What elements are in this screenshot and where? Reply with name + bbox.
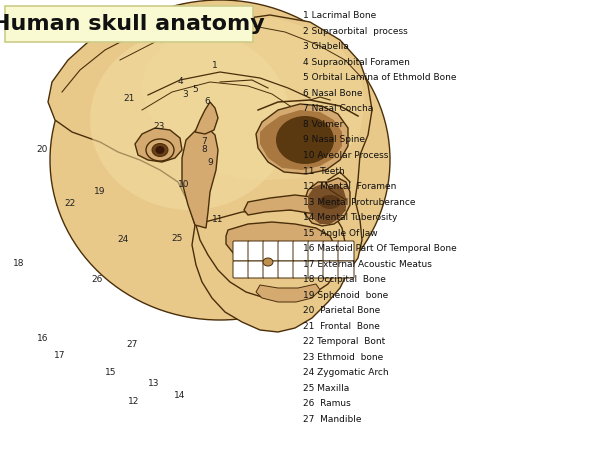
- FancyBboxPatch shape: [278, 261, 294, 278]
- Polygon shape: [256, 104, 348, 174]
- Text: 11  Teeth: 11 Teeth: [303, 166, 345, 176]
- Text: 26  Ramus: 26 Ramus: [303, 400, 351, 409]
- Text: 3: 3: [182, 90, 188, 99]
- Text: 12  Mental  Foramen: 12 Mental Foramen: [303, 182, 397, 191]
- Text: 9: 9: [207, 158, 213, 167]
- Text: 25 Maxilla: 25 Maxilla: [303, 384, 349, 393]
- FancyBboxPatch shape: [293, 241, 309, 261]
- Text: 10 Aveolar Process: 10 Aveolar Process: [303, 151, 388, 160]
- Text: 20  Parietal Bone: 20 Parietal Bone: [303, 306, 380, 315]
- FancyBboxPatch shape: [308, 241, 324, 261]
- Text: 25: 25: [172, 234, 183, 243]
- Text: 19 Sphenoid  bone: 19 Sphenoid bone: [303, 291, 388, 300]
- Text: 24: 24: [117, 235, 128, 244]
- Text: 8 Volmer: 8 Volmer: [303, 120, 343, 129]
- Text: 2: 2: [145, 29, 151, 38]
- Ellipse shape: [90, 30, 290, 210]
- Text: 18 Occipital  Bone: 18 Occipital Bone: [303, 275, 386, 284]
- Text: 2 Supraorbital  process: 2 Supraorbital process: [303, 27, 408, 36]
- Text: 26: 26: [92, 275, 103, 284]
- Text: 13: 13: [148, 379, 160, 388]
- FancyBboxPatch shape: [338, 261, 354, 278]
- FancyBboxPatch shape: [233, 241, 249, 261]
- Text: 23: 23: [154, 122, 164, 131]
- Text: 15: 15: [105, 368, 117, 377]
- Text: 8: 8: [201, 145, 207, 154]
- FancyBboxPatch shape: [263, 261, 279, 278]
- Text: 19: 19: [94, 187, 106, 196]
- Text: 17 External Acoustic Meatus: 17 External Acoustic Meatus: [303, 260, 432, 269]
- Ellipse shape: [263, 258, 273, 266]
- Polygon shape: [308, 184, 346, 224]
- Text: 14 Mental Tuberosity: 14 Mental Tuberosity: [303, 213, 397, 222]
- Text: 27  Mandible: 27 Mandible: [303, 415, 361, 424]
- Text: 6: 6: [205, 97, 211, 106]
- Text: 22 Temporal  Bont: 22 Temporal Bont: [303, 338, 385, 346]
- Text: 20: 20: [37, 145, 48, 154]
- Text: 24 Zygomatic Arch: 24 Zygomatic Arch: [303, 369, 389, 378]
- Text: 21: 21: [124, 94, 134, 103]
- Text: 4 Supraorbital Foramen: 4 Supraorbital Foramen: [303, 58, 410, 67]
- FancyBboxPatch shape: [338, 241, 354, 261]
- FancyBboxPatch shape: [323, 241, 339, 261]
- Text: Human skull anatomy: Human skull anatomy: [0, 14, 265, 34]
- Polygon shape: [196, 210, 345, 300]
- Text: 9 Nasal Spine: 9 Nasal Spine: [303, 135, 365, 144]
- Text: 16 Mastoid Part Of Temporal Bone: 16 Mastoid Part Of Temporal Bone: [303, 244, 457, 253]
- Ellipse shape: [152, 144, 168, 157]
- Text: 1 Lacrimal Bone: 1 Lacrimal Bone: [303, 11, 376, 20]
- Text: 16: 16: [37, 334, 48, 343]
- FancyBboxPatch shape: [293, 261, 309, 278]
- FancyBboxPatch shape: [263, 241, 279, 261]
- Text: 11: 11: [212, 215, 223, 224]
- Polygon shape: [256, 284, 320, 302]
- Text: 21  Frontal  Bone: 21 Frontal Bone: [303, 322, 380, 331]
- Text: 7 Nasal Concha: 7 Nasal Concha: [303, 104, 373, 113]
- Text: 1: 1: [212, 61, 218, 70]
- Polygon shape: [195, 102, 218, 134]
- Text: 5 Orbital Lamina of Ethmold Bone: 5 Orbital Lamina of Ethmold Bone: [303, 73, 457, 82]
- Text: 18: 18: [13, 259, 25, 268]
- Text: 10: 10: [178, 180, 190, 189]
- Polygon shape: [304, 178, 350, 226]
- Polygon shape: [182, 128, 218, 228]
- Text: 22: 22: [64, 199, 76, 208]
- Text: 7: 7: [201, 137, 207, 146]
- Polygon shape: [140, 18, 365, 180]
- Text: 23 Ethmoid  bone: 23 Ethmoid bone: [303, 353, 383, 362]
- Text: 13 Mental Protruberance: 13 Mental Protruberance: [303, 198, 415, 207]
- Polygon shape: [260, 110, 342, 170]
- Ellipse shape: [319, 195, 341, 209]
- FancyBboxPatch shape: [233, 261, 249, 278]
- Text: 14: 14: [175, 391, 185, 400]
- FancyBboxPatch shape: [5, 6, 253, 42]
- Polygon shape: [48, 15, 372, 332]
- Polygon shape: [226, 222, 335, 262]
- Text: 27: 27: [127, 340, 138, 349]
- Text: 6 Nasal Bone: 6 Nasal Bone: [303, 89, 362, 98]
- Ellipse shape: [276, 116, 334, 164]
- Ellipse shape: [146, 139, 174, 161]
- Text: 5: 5: [192, 86, 198, 94]
- Polygon shape: [244, 195, 345, 217]
- Text: 4: 4: [177, 76, 183, 86]
- Text: 12: 12: [128, 397, 140, 406]
- FancyBboxPatch shape: [248, 261, 264, 278]
- Text: 17: 17: [54, 351, 66, 360]
- Text: 3 Glabella: 3 Glabella: [303, 42, 349, 51]
- FancyBboxPatch shape: [278, 241, 294, 261]
- FancyBboxPatch shape: [323, 261, 339, 278]
- Polygon shape: [135, 128, 182, 162]
- Ellipse shape: [155, 146, 164, 154]
- FancyBboxPatch shape: [308, 261, 324, 278]
- FancyBboxPatch shape: [248, 241, 264, 261]
- Ellipse shape: [50, 0, 390, 320]
- Text: 15  Angle Of Jaw: 15 Angle Of Jaw: [303, 229, 377, 238]
